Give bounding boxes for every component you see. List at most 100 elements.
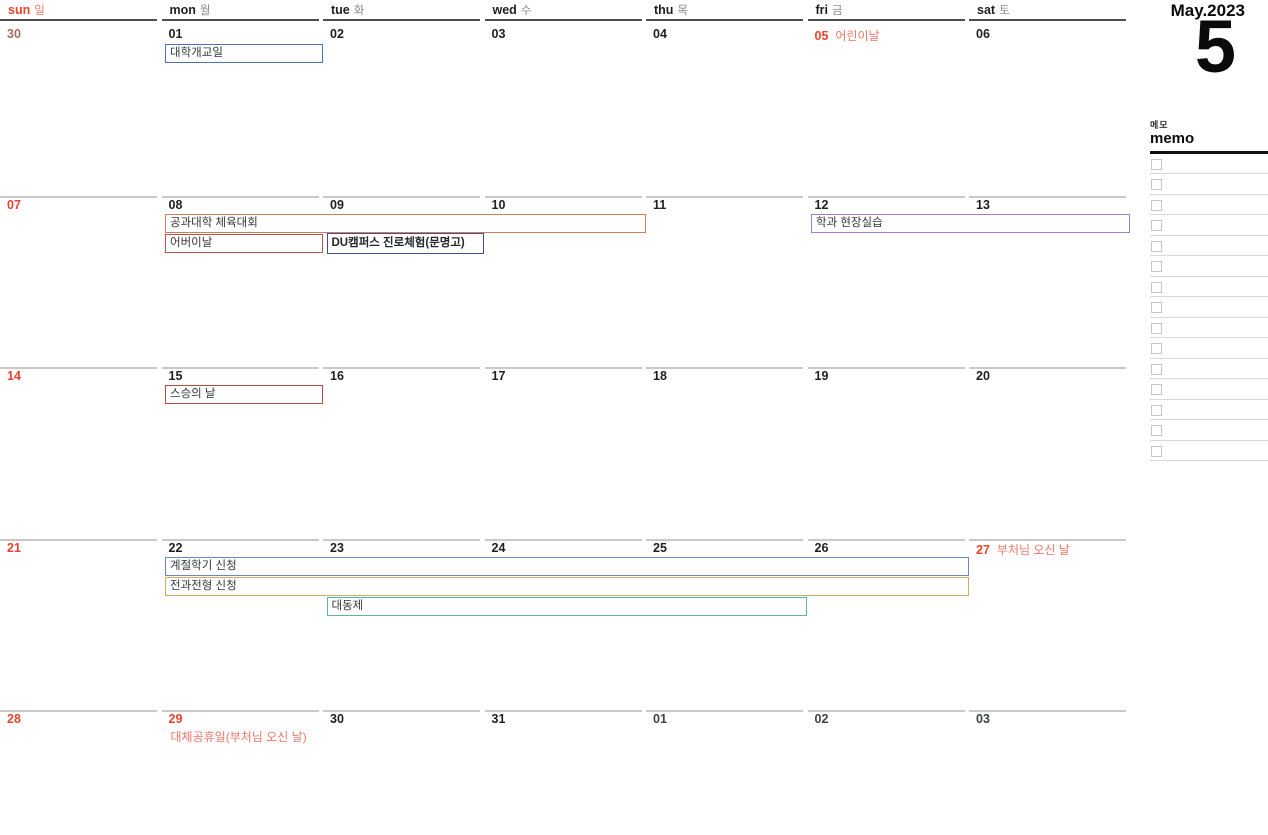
week-divider-line [484,539,642,541]
week-divider-line [0,196,157,198]
header-underline [0,19,157,21]
day-number: 04 [653,27,667,41]
day-number: 10 [491,198,506,212]
day-number: 30 [7,27,21,41]
event-bar[interactable]: 어버이날 [165,234,323,253]
memo-checkbox[interactable] [1151,425,1162,436]
week-divider-line [807,196,965,198]
memo-checkbox[interactable] [1151,220,1162,231]
header-underline [646,19,803,21]
day-header-tue: tue 화 [331,3,365,17]
week-divider-line [484,710,642,712]
memo-checkbox[interactable] [1151,240,1162,252]
memo-row [1150,195,1268,215]
memo-checkbox[interactable] [1151,404,1162,416]
event-bar[interactable]: 대학개교일 [165,44,323,63]
event-bar[interactable]: 학과 현장실습 [811,214,1130,233]
day-number: 13 [976,198,990,212]
week-divider-line [323,710,480,712]
day-header-mon: mon 월 [169,3,211,17]
day-number: 18 [653,369,667,383]
week-divider-line [646,710,803,712]
week-divider-line [646,539,803,541]
memo-row [1150,318,1268,338]
day-number: 29 [168,712,183,726]
memo-row [1150,420,1268,441]
day-header-ko: 화 [353,5,365,17]
day-header-wed: wed 수 [492,3,532,17]
memo-row [1150,379,1268,400]
event-bar[interactable]: 대동제 [326,597,807,616]
day-header-ko: 목 [677,5,689,17]
day-number: 16 [330,369,344,383]
day-number: 19 [814,369,829,383]
week-divider-line [323,539,480,541]
header-underline [969,19,1126,21]
memo-row [1150,441,1268,461]
memo-checkbox[interactable] [1151,158,1162,170]
day-number: 09 [330,198,344,212]
week-divider-line [0,710,157,712]
day-number: 11 [653,198,667,212]
day-number: 30 [330,712,344,726]
memo-checkbox[interactable] [1151,343,1162,354]
memo-checkbox[interactable] [1151,261,1162,272]
day-number: 15 [168,369,183,383]
day-header-ko: 금 [832,5,843,17]
memo-rows [1150,154,1268,461]
memo-row [1150,174,1268,195]
day-number: 02 [814,712,829,726]
day-number: 14 [7,369,21,383]
memo-checkbox[interactable] [1151,199,1162,211]
week-divider-line [646,196,803,198]
month-number: 5 [1194,5,1236,88]
memo-row [1150,359,1268,379]
event-bar[interactable]: 공과대학 체육대회 [165,214,646,233]
day-number: 27 부처님 오신 날 [976,543,1070,557]
day-header-ko: 월 [199,5,211,17]
memo-checkbox[interactable] [1151,363,1162,375]
holiday-label: 어린이날 [835,29,880,43]
day-header-sat: sat 토 [977,3,1010,17]
event-bar[interactable]: 스승의 날 [165,385,323,404]
memo-row [1150,256,1268,277]
day-header-fri: fri 금 [815,3,843,17]
event-bar[interactable]: DU캠퍼스 진로체험(문명고) [326,233,484,254]
week-divider-line [969,196,1126,198]
day-number: 01 [653,712,667,726]
memo-title-ko: 메모 [1150,120,1169,130]
month-label: May.2023 [1170,1,1245,20]
week-divider-line [646,367,803,369]
memo-checkbox[interactable] [1151,179,1162,190]
memo-checkbox[interactable] [1151,384,1162,395]
header-underline [323,19,480,21]
memo-row [1150,215,1268,236]
header-underline [161,19,319,21]
week-divider-line [807,367,965,369]
week-divider-line [161,710,319,712]
week-divider-line [0,539,157,541]
week-divider-line [323,367,480,369]
day-number: 07 [7,198,21,212]
header-underline [807,19,965,21]
memo-checkbox[interactable] [1151,302,1162,313]
memo-checkbox[interactable] [1151,322,1162,334]
event-bar[interactable]: 전과전형 신청 [165,577,969,596]
day-number: 08 [168,198,183,212]
day-number: 01 [168,27,183,41]
week-divider-line [969,539,1126,541]
day-number: 20 [976,369,990,383]
day-header-ko: 토 [999,5,1010,17]
day-number: 21 [7,541,21,555]
memo-checkbox[interactable] [1151,281,1162,293]
event-bar[interactable]: 계절학기 신청 [165,557,969,576]
memo-divider [1150,151,1268,154]
holiday-label: 부처님 오신 날 [996,543,1070,557]
day-number: 31 [491,712,506,726]
day-number: 02 [330,27,344,41]
week-divider-line [323,196,480,198]
memo-checkbox[interactable] [1151,445,1162,457]
day-number: 05 어린이날 [814,29,880,43]
holiday-label: 대체공휴일(부처님 오신 날) [170,730,307,744]
